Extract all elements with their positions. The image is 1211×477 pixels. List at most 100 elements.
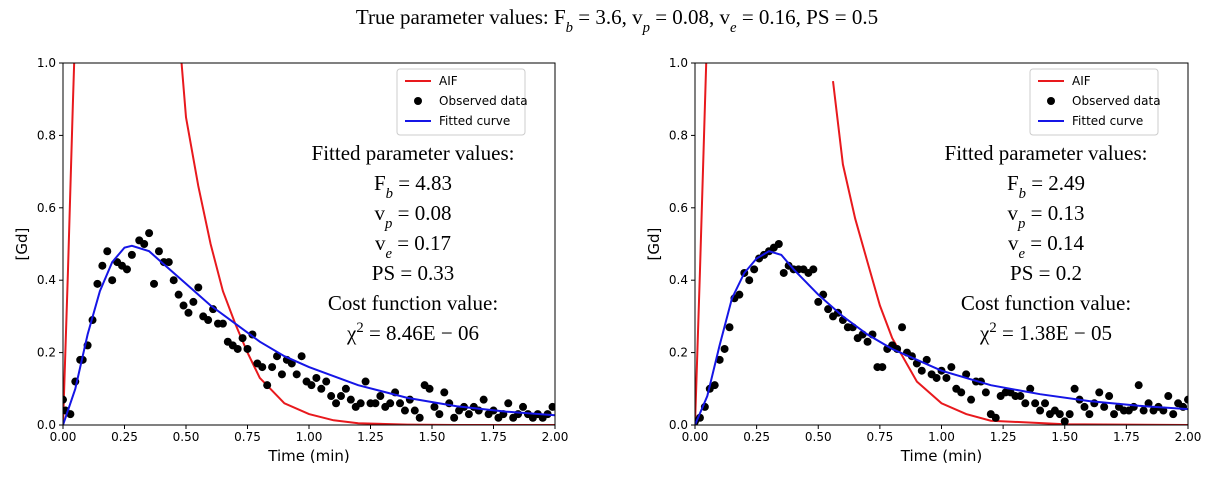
- text-part: F: [374, 171, 386, 195]
- plot-area: [63, 63, 555, 425]
- legend-label: Observed data: [1072, 94, 1161, 108]
- point: [415, 413, 424, 422]
- annotation-line: ve = 0.14: [1008, 231, 1085, 262]
- point: [1041, 399, 1050, 408]
- point: [715, 355, 724, 364]
- text-part: Fitted parameter values:: [945, 141, 1148, 165]
- point: [108, 276, 117, 285]
- line: [695, 63, 1188, 425]
- point: [898, 323, 907, 332]
- x-tick-label: 1.75: [1113, 430, 1140, 444]
- point: [1036, 406, 1045, 415]
- point: [710, 381, 719, 390]
- x-tick-label: 0.25: [743, 430, 770, 444]
- x-tick-label: 1.25: [990, 430, 1017, 444]
- point: [194, 283, 203, 292]
- text-part: = 0.13: [1025, 201, 1084, 225]
- point: [548, 402, 555, 411]
- point: [174, 290, 183, 299]
- point: [307, 381, 316, 390]
- x-tick-label: 0.50: [173, 430, 200, 444]
- legend-box: [396, 68, 526, 136]
- y-tick-label: 0.4: [669, 273, 688, 287]
- y-tick-label: 0.4: [37, 273, 56, 287]
- subscript: e: [730, 20, 737, 36]
- plot-area: [695, 63, 1188, 425]
- point: [725, 323, 734, 332]
- x-tick-label: 1.75: [480, 430, 507, 444]
- point: [93, 279, 102, 288]
- superscript: 2: [356, 320, 363, 336]
- subscript: b: [386, 186, 393, 202]
- y-tick-label: 0.2: [37, 346, 56, 360]
- point: [1031, 399, 1040, 408]
- subscript: e: [1018, 246, 1025, 262]
- point: [218, 319, 227, 328]
- point: [440, 388, 449, 397]
- text-part: v: [720, 5, 731, 29]
- annotation-line: Cost function value:: [961, 291, 1131, 315]
- x-axis-label: Time (min): [267, 447, 349, 465]
- point: [169, 276, 178, 285]
- point: [386, 399, 395, 408]
- point: [98, 261, 107, 270]
- annotation-line: χ2 = 8.46E − 06: [346, 320, 479, 345]
- text-part: v: [375, 231, 386, 255]
- legend-label: Fitted curve: [439, 114, 510, 128]
- point: [63, 395, 67, 404]
- subscript: b: [566, 20, 573, 36]
- point: [1110, 410, 1119, 419]
- point: [922, 355, 931, 364]
- y-axis-label: [Gd]: [645, 228, 663, 261]
- point: [273, 352, 282, 361]
- annotation-line: χ2 = 1.38E − 05: [979, 320, 1112, 345]
- axes-frame: [694, 62, 1189, 426]
- text-part: = 4.83: [393, 171, 452, 195]
- point: [140, 240, 149, 248]
- x-tick-label: 1.00: [296, 430, 323, 444]
- x-tick-label: 0.25: [111, 430, 138, 444]
- text-part: PS = 0.33: [372, 261, 454, 285]
- x-tick-label: 0.00: [682, 430, 709, 444]
- point: [991, 413, 1000, 422]
- legend-box: [1029, 68, 1159, 136]
- point: [824, 305, 833, 314]
- text-part: v: [1008, 231, 1019, 255]
- point: [1105, 392, 1114, 401]
- point: [233, 344, 242, 353]
- text-part: = 0.5: [830, 5, 879, 29]
- point: [720, 344, 729, 353]
- point: [1080, 402, 1089, 411]
- y-tick-label: 0.0: [669, 418, 688, 432]
- point: [277, 370, 286, 379]
- point: [779, 268, 788, 277]
- point: [1026, 384, 1035, 393]
- y-tick-label: 0.8: [37, 128, 56, 142]
- text-part: Cost function value:: [328, 291, 498, 315]
- point: [814, 297, 823, 306]
- point: [317, 384, 326, 393]
- legend-label: AIF: [439, 74, 458, 88]
- legend-swatch: [414, 97, 422, 105]
- point: [332, 399, 341, 408]
- point: [209, 305, 218, 314]
- point: [735, 290, 744, 299]
- text-part: Fitted parameter values:: [312, 141, 515, 165]
- text-part: = 0.17: [392, 231, 451, 255]
- text-part: v: [1008, 201, 1019, 225]
- point: [1144, 399, 1153, 408]
- point: [371, 399, 380, 408]
- text-part: F: [1007, 171, 1019, 195]
- point: [322, 377, 331, 386]
- point: [336, 392, 345, 401]
- text-part: PS: [806, 5, 829, 29]
- point: [122, 265, 131, 274]
- y-tick-label: 0.2: [669, 346, 688, 360]
- point: [297, 352, 306, 361]
- point: [430, 402, 439, 411]
- point: [1065, 410, 1074, 419]
- text-part: PS = 0.2: [1010, 261, 1082, 285]
- legend-label: Fitted curve: [1072, 114, 1143, 128]
- point: [396, 399, 405, 408]
